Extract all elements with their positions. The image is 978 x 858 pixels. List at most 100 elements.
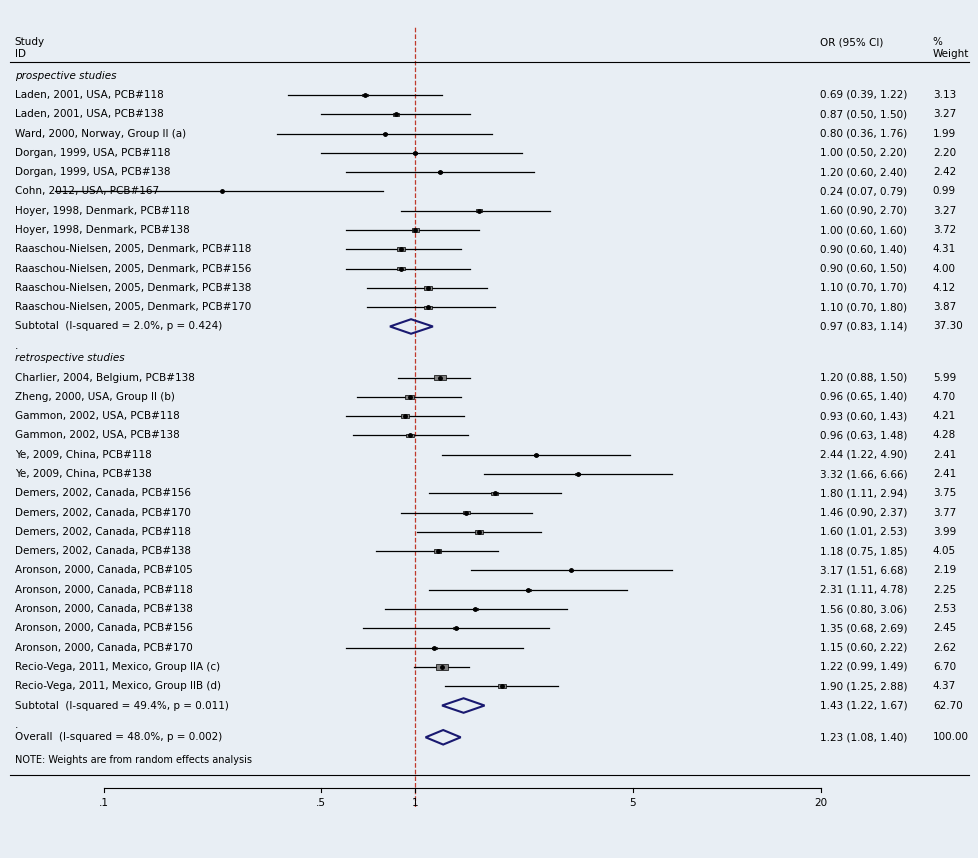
Text: 0.93 (0.60, 1.43): 0.93 (0.60, 1.43) (820, 411, 907, 421)
Text: 1.35 (0.68, 2.69): 1.35 (0.68, 2.69) (820, 624, 907, 633)
Text: 4.28: 4.28 (932, 431, 956, 440)
Text: 3.72: 3.72 (932, 225, 956, 235)
FancyBboxPatch shape (533, 454, 538, 456)
Text: 0.90 (0.60, 1.50): 0.90 (0.60, 1.50) (820, 263, 907, 274)
FancyBboxPatch shape (433, 375, 445, 380)
Text: Aronson, 2000, Canada, PCB#170: Aronson, 2000, Canada, PCB#170 (15, 643, 192, 653)
Text: 100.00: 100.00 (932, 732, 968, 742)
Text: Hoyer, 1998, Denmark, PCB#138: Hoyer, 1998, Denmark, PCB#138 (15, 225, 189, 235)
FancyBboxPatch shape (424, 305, 431, 309)
Text: Charlier, 2004, Belgium, PCB#138: Charlier, 2004, Belgium, PCB#138 (15, 372, 195, 383)
Text: 4.70: 4.70 (932, 392, 955, 402)
Text: 4.05: 4.05 (932, 547, 955, 556)
Text: Recio-Vega, 2011, Mexico, Group IIB (d): Recio-Vega, 2011, Mexico, Group IIB (d) (15, 681, 220, 692)
Text: 2.44 (1.22, 4.90): 2.44 (1.22, 4.90) (820, 450, 907, 460)
FancyBboxPatch shape (382, 133, 386, 135)
Text: Aronson, 2000, Canada, PCB#156: Aronson, 2000, Canada, PCB#156 (15, 624, 193, 633)
Text: Demers, 2002, Canada, PCB#170: Demers, 2002, Canada, PCB#170 (15, 508, 191, 517)
Text: Study: Study (15, 37, 45, 47)
Text: 0.97 (0.83, 1.14): 0.97 (0.83, 1.14) (820, 322, 907, 331)
Text: 0.24 (0.07, 0.79): 0.24 (0.07, 0.79) (820, 186, 907, 196)
Text: 3.77: 3.77 (932, 508, 956, 517)
FancyBboxPatch shape (396, 247, 405, 251)
Text: 3.99: 3.99 (932, 527, 956, 537)
Text: 6.70: 6.70 (932, 662, 955, 672)
Text: 3.13: 3.13 (932, 90, 956, 100)
Text: Demers, 2002, Canada, PCB#118: Demers, 2002, Canada, PCB#118 (15, 527, 191, 537)
Text: 4.00: 4.00 (932, 263, 955, 274)
Text: 0.69 (0.39, 1.22): 0.69 (0.39, 1.22) (820, 90, 907, 100)
Text: Ye, 2009, China, PCB#118: Ye, 2009, China, PCB#118 (15, 450, 152, 460)
Text: 1.20 (0.60, 2.40): 1.20 (0.60, 2.40) (820, 167, 907, 177)
Text: Laden, 2001, USA, PCB#118: Laden, 2001, USA, PCB#118 (15, 90, 163, 100)
Text: Gammon, 2002, USA, PCB#138: Gammon, 2002, USA, PCB#138 (15, 431, 179, 440)
Text: 4.31: 4.31 (932, 245, 956, 254)
Text: 2.42: 2.42 (932, 167, 956, 177)
Text: ID: ID (15, 49, 25, 59)
Text: Laden, 2001, USA, PCB#138: Laden, 2001, USA, PCB#138 (15, 109, 163, 119)
Text: 2.62: 2.62 (932, 643, 956, 653)
Text: Raaschou-Nielsen, 2005, Denmark, PCB#138: Raaschou-Nielsen, 2005, Denmark, PCB#138 (15, 283, 250, 293)
Text: 3.32 (1.66, 6.66): 3.32 (1.66, 6.66) (820, 469, 908, 479)
FancyBboxPatch shape (411, 228, 419, 232)
Text: 2.25: 2.25 (932, 585, 956, 595)
Text: 4.21: 4.21 (932, 411, 956, 421)
Text: Hoyer, 1998, Denmark, PCB#118: Hoyer, 1998, Denmark, PCB#118 (15, 206, 189, 215)
Text: Weight: Weight (932, 49, 968, 59)
Text: Ye, 2009, China, PCB#138: Ye, 2009, China, PCB#138 (15, 469, 152, 479)
Text: retrospective studies: retrospective studies (15, 353, 124, 363)
Text: 2.41: 2.41 (932, 469, 956, 479)
Text: 1.46 (0.90, 2.37): 1.46 (0.90, 2.37) (820, 508, 907, 517)
Text: Ward, 2000, Norway, Group II (a): Ward, 2000, Norway, Group II (a) (15, 129, 186, 138)
FancyBboxPatch shape (568, 570, 573, 571)
Text: 0.90 (0.60, 1.40): 0.90 (0.60, 1.40) (820, 245, 907, 254)
Text: 1.10 (0.70, 1.70): 1.10 (0.70, 1.70) (820, 283, 907, 293)
Text: Dorgan, 1999, USA, PCB#118: Dorgan, 1999, USA, PCB#118 (15, 148, 170, 158)
Text: 1.18 (0.75, 1.85): 1.18 (0.75, 1.85) (820, 547, 907, 556)
Text: Subtotal  (I-squared = 49.4%, p = 0.011): Subtotal (I-squared = 49.4%, p = 0.011) (15, 700, 228, 710)
Text: prospective studies: prospective studies (15, 70, 116, 81)
Text: 1.43 (1.22, 1.67): 1.43 (1.22, 1.67) (820, 700, 908, 710)
Text: OR (95% CI): OR (95% CI) (820, 38, 883, 48)
Text: 2.20: 2.20 (932, 148, 955, 158)
Text: Zheng, 2000, USA, Group II (b): Zheng, 2000, USA, Group II (b) (15, 392, 174, 402)
Text: .: . (15, 341, 18, 351)
Text: %: % (932, 37, 942, 47)
Text: 2.45: 2.45 (932, 624, 956, 633)
FancyBboxPatch shape (397, 267, 404, 270)
FancyBboxPatch shape (437, 171, 442, 173)
Text: 0.99: 0.99 (932, 186, 955, 196)
Text: 1.60 (0.90, 2.70): 1.60 (0.90, 2.70) (820, 206, 907, 215)
FancyBboxPatch shape (463, 511, 469, 514)
FancyBboxPatch shape (413, 152, 417, 154)
Text: 5.99: 5.99 (932, 372, 956, 383)
Text: NOTE: Weights are from random effects analysis: NOTE: Weights are from random effects an… (15, 755, 251, 765)
Text: 3.27: 3.27 (932, 206, 956, 215)
Text: Demers, 2002, Canada, PCB#138: Demers, 2002, Canada, PCB#138 (15, 547, 191, 556)
FancyBboxPatch shape (431, 647, 436, 649)
Text: .: . (15, 720, 18, 730)
Text: 37.30: 37.30 (932, 322, 961, 331)
Text: 0.96 (0.63, 1.48): 0.96 (0.63, 1.48) (820, 431, 907, 440)
Text: Gammon, 2002, USA, PCB#118: Gammon, 2002, USA, PCB#118 (15, 411, 179, 421)
Text: 2.19: 2.19 (932, 565, 956, 576)
Text: Cohn, 2012, USA, PCB#167: Cohn, 2012, USA, PCB#167 (15, 186, 158, 196)
Text: 1: 1 (412, 798, 418, 808)
Text: 4.12: 4.12 (932, 283, 956, 293)
FancyBboxPatch shape (362, 94, 368, 96)
Text: 1.90 (1.25, 2.88): 1.90 (1.25, 2.88) (820, 681, 907, 692)
Text: 1.00 (0.60, 1.60): 1.00 (0.60, 1.60) (820, 225, 907, 235)
Text: 1.15 (0.60, 2.22): 1.15 (0.60, 2.22) (820, 643, 907, 653)
Text: Dorgan, 1999, USA, PCB#138: Dorgan, 1999, USA, PCB#138 (15, 167, 170, 177)
FancyBboxPatch shape (433, 549, 441, 553)
Text: Overall  (I-squared = 48.0%, p = 0.002): Overall (I-squared = 48.0%, p = 0.002) (15, 732, 222, 742)
FancyBboxPatch shape (472, 608, 477, 610)
Text: 2.31 (1.11, 4.78): 2.31 (1.11, 4.78) (820, 585, 908, 595)
FancyBboxPatch shape (405, 433, 414, 438)
FancyBboxPatch shape (221, 190, 223, 192)
Text: 1.10 (0.70, 1.80): 1.10 (0.70, 1.80) (820, 302, 907, 312)
Text: 20: 20 (813, 798, 826, 808)
Text: Demers, 2002, Canada, PCB#156: Demers, 2002, Canada, PCB#156 (15, 488, 191, 498)
Text: 2.41: 2.41 (932, 450, 956, 460)
Text: Raaschou-Nielsen, 2005, Denmark, PCB#118: Raaschou-Nielsen, 2005, Denmark, PCB#118 (15, 245, 250, 254)
